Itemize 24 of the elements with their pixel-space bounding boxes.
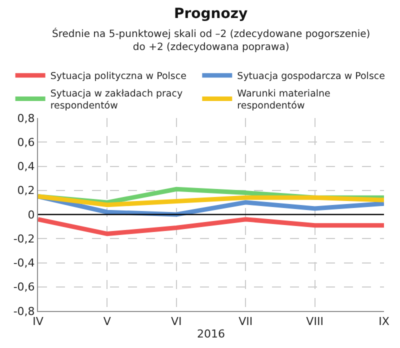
y-tick-label: -0,4 bbox=[13, 256, 35, 270]
x-tick-label: IX bbox=[378, 315, 390, 328]
y-tick-label: -0,2 bbox=[13, 232, 35, 246]
y-tick-label: 0,2 bbox=[17, 184, 35, 198]
x-tick-label: IV bbox=[32, 315, 44, 328]
legend-label: Warunki materialne respondentów bbox=[237, 88, 331, 112]
x-tick-label: VII bbox=[238, 315, 253, 328]
x-tick-label: VIII bbox=[306, 315, 324, 328]
legend-label: Sytuacja w zakładach pracy respondentów bbox=[50, 88, 183, 112]
chart-subtitle: Średnie na 5-punktowej skali od –2 (zdecydowane pogorszenie) do +2 (zdecydowana poprawa) bbox=[52, 27, 370, 53]
legend-label: Sytuacja polityczna w Polsce bbox=[50, 71, 187, 82]
y-tick-label: -0,8 bbox=[13, 304, 35, 318]
y-tick-label: -0,6 bbox=[13, 280, 35, 294]
x-axis-title: 2016 bbox=[197, 327, 225, 340]
y-tick-label: 0,8 bbox=[17, 112, 35, 125]
y-tick-label: 0 bbox=[28, 208, 35, 222]
chart-title: Prognozy bbox=[174, 6, 248, 22]
line-series bbox=[38, 217, 384, 236]
line-series bbox=[38, 194, 384, 208]
y-tick-label: 0,6 bbox=[17, 136, 35, 149]
x-tick-label: V bbox=[103, 315, 112, 328]
x-tick-label: VI bbox=[171, 315, 182, 328]
legend-label: Sytuacja gospodarcza w Polsce bbox=[237, 71, 386, 82]
y-tick-label: 0,4 bbox=[17, 160, 35, 174]
